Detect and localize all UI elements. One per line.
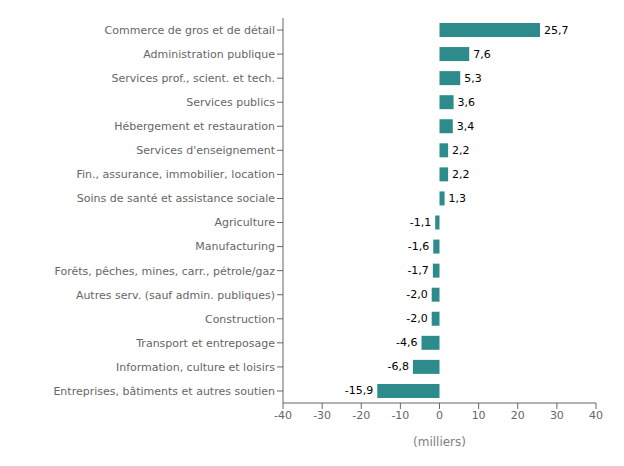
- svg-text:20: 20: [511, 409, 525, 422]
- svg-text:Agriculture: Agriculture: [215, 216, 276, 229]
- svg-text:3,6: 3,6: [458, 96, 476, 109]
- svg-text:-15,9: -15,9: [345, 384, 373, 397]
- svg-text:Construction: Construction: [205, 313, 275, 326]
- svg-text:-2,0: -2,0: [406, 312, 427, 325]
- svg-text:Manufacturing: Manufacturing: [195, 240, 275, 253]
- svg-text:5,3: 5,3: [464, 72, 482, 85]
- svg-text:40: 40: [589, 409, 603, 422]
- svg-text:10: 10: [472, 409, 486, 422]
- svg-text:Administration publique: Administration publique: [143, 48, 275, 61]
- svg-text:Transport et entreposage: Transport et entreposage: [135, 337, 275, 350]
- svg-text:-40: -40: [274, 409, 292, 422]
- svg-text:Information, culture et loisir: Information, culture et loisirs: [116, 361, 275, 374]
- svg-text:-2,0: -2,0: [406, 288, 427, 301]
- svg-text:-6,8: -6,8: [387, 360, 408, 373]
- svg-text:Hébergement et restauration: Hébergement et restauration: [114, 120, 275, 133]
- svg-text:-10: -10: [391, 409, 409, 422]
- svg-text:3,4: 3,4: [457, 120, 475, 133]
- svg-text:(milliers): (milliers): [413, 435, 466, 449]
- svg-text:Entreprises, bâtiments et autr: Entreprises, bâtiments et autres soutien: [53, 385, 275, 398]
- svg-text:0: 0: [436, 409, 443, 422]
- svg-text:Services publics: Services publics: [186, 96, 275, 109]
- svg-text:25,7: 25,7: [544, 24, 569, 37]
- svg-text:Forêts, pêches, mines, carr.,: Forêts, pêches, mines, carr., pétrole/ga…: [55, 265, 276, 278]
- svg-text:Services prof., scient. et tec: Services prof., scient. et tech.: [112, 72, 276, 85]
- svg-text:Soins de santé et assistance s: Soins de santé et assistance sociale: [77, 192, 276, 205]
- svg-text:Commerce de gros et de détail: Commerce de gros et de détail: [105, 24, 275, 37]
- svg-text:Fin., assurance, immobilier, l: Fin., assurance, immobilier, location: [76, 168, 275, 181]
- svg-text:Services d'enseignement: Services d'enseignement: [136, 144, 275, 157]
- svg-text:-4,6: -4,6: [396, 336, 417, 349]
- svg-text:-1,7: -1,7: [407, 264, 428, 277]
- svg-text:-1,6: -1,6: [408, 240, 429, 253]
- svg-text:2,2: 2,2: [452, 168, 470, 181]
- svg-text:Autres serv. (sauf admin. publ: Autres serv. (sauf admin. publiques): [76, 289, 275, 302]
- svg-text:-1,1: -1,1: [410, 216, 431, 229]
- svg-text:30: 30: [550, 409, 564, 422]
- svg-text:-30: -30: [313, 409, 331, 422]
- svg-text:7,6: 7,6: [473, 48, 491, 61]
- svg-text:1,3: 1,3: [449, 192, 467, 205]
- svg-text:-20: -20: [352, 409, 370, 422]
- svg-text:2,2: 2,2: [452, 144, 470, 157]
